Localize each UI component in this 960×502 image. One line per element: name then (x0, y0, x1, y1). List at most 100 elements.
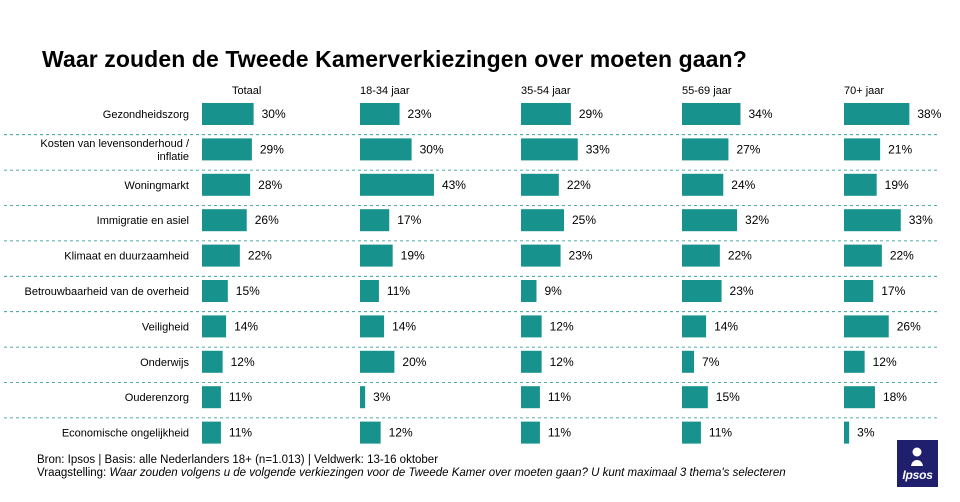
bar (360, 421, 381, 444)
chart-title: Waar zouden de Tweede Kamerverkiezingen … (42, 46, 747, 72)
value-label: 22% (890, 249, 914, 263)
bar (202, 280, 228, 302)
bar (521, 280, 537, 302)
row-label-line: Gezondheidszorg (103, 109, 189, 121)
value-label: 25% (572, 213, 596, 227)
value-label: 12% (550, 319, 574, 333)
value-label: 22% (248, 249, 272, 263)
value-label: 12% (231, 355, 255, 369)
value-label: 20% (402, 355, 426, 369)
bar (844, 421, 850, 444)
row-label: Ouderenzorg (125, 392, 189, 404)
bar (682, 350, 695, 373)
bar (360, 209, 390, 232)
row-label: Betrouwbaarheid van de overheid (24, 286, 189, 298)
row-label: Economische ongelijkheid (62, 428, 189, 440)
row-label-line: Betrouwbaarheid van de overheid (24, 286, 189, 298)
value-label: 23% (569, 249, 593, 263)
row-label-line: Onderwijs (140, 357, 189, 369)
bar (682, 315, 707, 338)
value-label: 24% (731, 178, 755, 192)
bar (360, 244, 393, 267)
value-label: 23% (730, 284, 754, 298)
value-label: 34% (748, 107, 772, 121)
row-label-line: inflatie (157, 151, 189, 163)
value-label: 15% (716, 390, 740, 404)
bar (844, 244, 882, 267)
value-label: 12% (389, 426, 413, 440)
bar (844, 350, 865, 373)
value-label: 17% (881, 284, 905, 298)
value-label: 11% (709, 426, 732, 440)
row-label-line: Klimaat en duurzaamheid (64, 251, 189, 263)
bar (521, 173, 559, 196)
value-label: 22% (728, 249, 752, 263)
value-label: 32% (745, 213, 769, 227)
bar (202, 103, 254, 125)
bar (682, 173, 724, 196)
ipsos-logo-mark-icon (911, 447, 923, 466)
value-label: 17% (397, 213, 421, 227)
value-label: 22% (567, 178, 591, 192)
source-note: Bron: Ipsos | Basis: alle Nederlanders 1… (37, 454, 439, 466)
column-header: 35-54 jaar (521, 85, 571, 97)
value-label: 12% (550, 355, 574, 369)
bar (844, 209, 901, 232)
bar (202, 315, 227, 338)
value-label: 11% (229, 426, 252, 440)
bar (521, 209, 564, 232)
row-label: Veiligheid (142, 321, 189, 333)
bar (682, 421, 701, 444)
bar (202, 350, 223, 373)
chart-footer: Bron: Ipsos | Basis: alle Nederlanders 1… (37, 454, 857, 480)
bar (682, 386, 708, 409)
value-label: 15% (236, 284, 260, 298)
value-label: 11% (229, 390, 252, 404)
column-header: Totaal (232, 85, 261, 97)
bar (360, 138, 412, 161)
column-header: 70+ jaar (844, 85, 884, 97)
value-label: 19% (401, 249, 425, 263)
bar (360, 315, 385, 338)
value-label: 19% (885, 178, 909, 192)
bar (521, 350, 542, 373)
column-header: 18-34 jaar (360, 85, 410, 97)
row-label: Woningmarkt (124, 180, 189, 192)
bar (682, 209, 738, 232)
bar (360, 103, 400, 125)
bar (202, 209, 247, 232)
value-label: 28% (258, 178, 282, 192)
bar (202, 421, 221, 444)
row-label-line: Ouderenzorg (125, 392, 189, 404)
bar (844, 280, 874, 302)
value-label: 3% (373, 390, 391, 404)
bar (202, 386, 221, 409)
value-label: 21% (888, 142, 912, 156)
bar (360, 350, 395, 373)
value-label: 29% (579, 107, 603, 121)
bar (360, 173, 434, 196)
value-label: 3% (857, 426, 875, 440)
value-label: 26% (897, 319, 921, 333)
value-label: 33% (586, 142, 610, 156)
row-label-line: Economische ongelijkheid (62, 428, 189, 440)
value-label: 12% (873, 355, 897, 369)
bar (521, 315, 542, 338)
question-note: Vraagstelling: Waar zouden volgens u de … (37, 467, 857, 480)
bar (682, 244, 720, 267)
value-label: 11% (548, 426, 571, 440)
bar (682, 103, 741, 125)
bar (521, 103, 571, 125)
row-label-line: Veiligheid (142, 321, 189, 333)
value-label: 26% (255, 213, 279, 227)
value-label: 14% (234, 319, 258, 333)
value-label: 14% (714, 319, 738, 333)
value-label: 30% (420, 142, 444, 156)
value-label: 38% (917, 107, 941, 121)
bar (844, 315, 889, 338)
bar (844, 386, 875, 409)
bar (521, 421, 540, 444)
row-label: Onderwijs (140, 357, 189, 369)
bar (844, 138, 881, 161)
